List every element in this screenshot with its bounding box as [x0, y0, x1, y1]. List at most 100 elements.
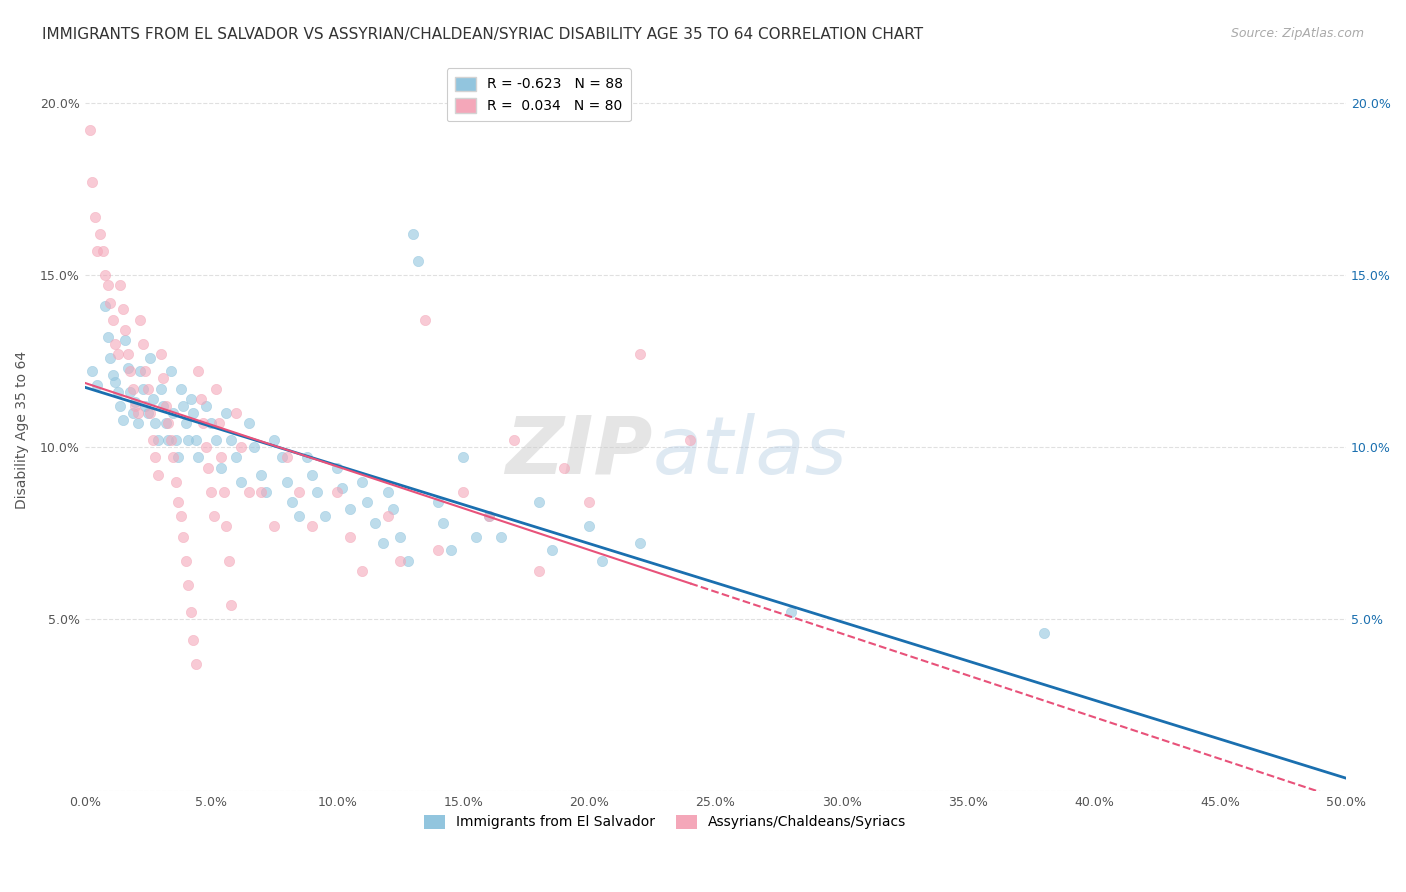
Point: [159, 434, 181, 448]
Point: [157, 416, 180, 430]
Point: [231, 475, 253, 489]
Point: [124, 395, 146, 409]
Point: [94, 299, 117, 313]
Point: [127, 416, 149, 430]
Point: [231, 440, 253, 454]
Point: [107, 347, 129, 361]
Point: [207, 416, 229, 430]
Point: [288, 508, 311, 523]
Point: [101, 368, 124, 382]
Point: [111, 412, 134, 426]
Point: [146, 434, 169, 448]
Point: [86, 378, 108, 392]
Point: [415, 312, 437, 326]
Point: [578, 519, 600, 533]
Point: [149, 382, 172, 396]
Point: [94, 268, 117, 282]
Point: [183, 406, 205, 420]
Point: [339, 502, 361, 516]
Point: [377, 484, 399, 499]
Point: [174, 416, 197, 430]
Point: [200, 484, 222, 499]
Point: [98, 351, 121, 365]
Point: [134, 364, 156, 378]
Point: [314, 508, 336, 523]
Y-axis label: Disability Age 35 to 64: Disability Age 35 to 64: [15, 351, 30, 509]
Point: [377, 508, 399, 523]
Point: [250, 484, 273, 499]
Point: [197, 460, 219, 475]
Point: [295, 450, 318, 465]
Point: [107, 385, 129, 400]
Point: [162, 450, 184, 465]
Point: [120, 364, 142, 378]
Point: [194, 440, 217, 454]
Point: [145, 416, 167, 430]
Point: [451, 450, 474, 465]
Point: [177, 434, 200, 448]
Point: [172, 399, 194, 413]
Point: [218, 554, 240, 568]
Point: [108, 399, 131, 413]
Point: [215, 519, 238, 533]
Point: [339, 530, 361, 544]
Point: [432, 516, 454, 530]
Point: [440, 543, 463, 558]
Point: [540, 543, 562, 558]
Point: [1032, 626, 1054, 640]
Point: [477, 508, 499, 523]
Point: [139, 406, 162, 420]
Point: [183, 632, 205, 647]
Point: [502, 434, 524, 448]
Point: [250, 467, 273, 482]
Point: [159, 364, 181, 378]
Point: [352, 564, 374, 578]
Point: [165, 434, 187, 448]
Point: [184, 657, 207, 671]
Point: [190, 392, 212, 406]
Point: [170, 508, 193, 523]
Point: [194, 399, 217, 413]
Point: [219, 599, 242, 613]
Point: [121, 382, 143, 396]
Point: [371, 536, 394, 550]
Point: [780, 605, 803, 619]
Point: [288, 484, 311, 499]
Point: [117, 347, 139, 361]
Point: [82, 175, 104, 189]
Point: [127, 406, 149, 420]
Point: [301, 519, 323, 533]
Point: [270, 450, 292, 465]
Point: [96, 330, 118, 344]
Point: [101, 312, 124, 326]
Point: [117, 360, 139, 375]
Point: [427, 495, 450, 509]
Point: [170, 382, 193, 396]
Point: [209, 450, 232, 465]
Point: [225, 406, 247, 420]
Text: atlas: atlas: [652, 413, 848, 491]
Point: [89, 227, 111, 241]
Point: [679, 434, 702, 448]
Point: [108, 278, 131, 293]
Text: ZIP: ZIP: [505, 413, 652, 491]
Point: [326, 484, 349, 499]
Point: [381, 502, 404, 516]
Point: [477, 508, 499, 523]
Point: [352, 475, 374, 489]
Point: [152, 399, 174, 413]
Point: [136, 382, 159, 396]
Point: [356, 495, 378, 509]
Point: [406, 254, 429, 268]
Point: [276, 475, 298, 489]
Point: [591, 554, 613, 568]
Point: [527, 564, 550, 578]
Point: [98, 295, 121, 310]
Point: [402, 227, 425, 241]
Point: [243, 440, 266, 454]
Point: [180, 392, 202, 406]
Point: [256, 484, 278, 499]
Point: [155, 416, 177, 430]
Point: [120, 385, 142, 400]
Point: [172, 530, 194, 544]
